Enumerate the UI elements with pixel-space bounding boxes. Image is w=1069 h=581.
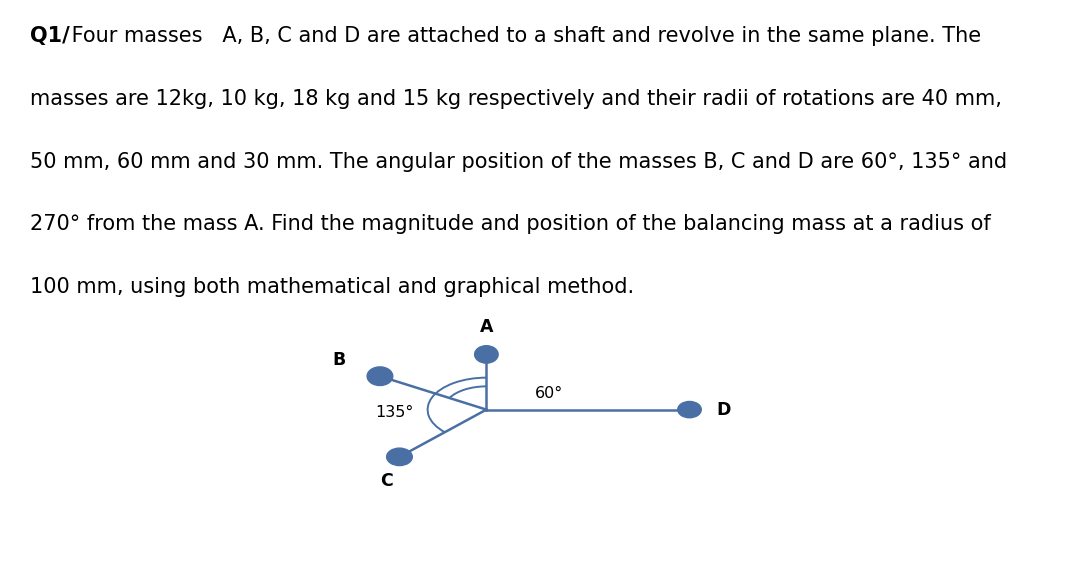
Ellipse shape xyxy=(387,448,413,465)
Text: Four masses   A, B, C and D are attached to a shaft and revolve in the same plan: Four masses A, B, C and D are attached t… xyxy=(65,26,981,46)
Text: masses are 12kg, 10 kg, 18 kg and 15 kg respectively and their radii of rotation: masses are 12kg, 10 kg, 18 kg and 15 kg … xyxy=(30,89,1002,109)
Ellipse shape xyxy=(475,346,498,363)
Ellipse shape xyxy=(367,367,392,386)
Text: D: D xyxy=(716,401,731,418)
Text: C: C xyxy=(381,472,393,490)
Text: Q1/: Q1/ xyxy=(30,26,69,46)
Text: 270° from the mass A. Find the magnitude and position of the balancing mass at a: 270° from the mass A. Find the magnitude… xyxy=(30,214,991,234)
Text: B: B xyxy=(332,351,346,369)
Text: 100 mm, using both mathematical and graphical method.: 100 mm, using both mathematical and grap… xyxy=(30,277,634,297)
Text: 135°: 135° xyxy=(375,405,414,420)
Ellipse shape xyxy=(678,401,701,418)
Text: 50 mm, 60 mm and 30 mm. The angular position of the masses B, C and D are 60°, 1: 50 mm, 60 mm and 30 mm. The angular posi… xyxy=(30,152,1007,171)
Text: 60°: 60° xyxy=(534,386,562,401)
Text: A: A xyxy=(480,318,493,335)
